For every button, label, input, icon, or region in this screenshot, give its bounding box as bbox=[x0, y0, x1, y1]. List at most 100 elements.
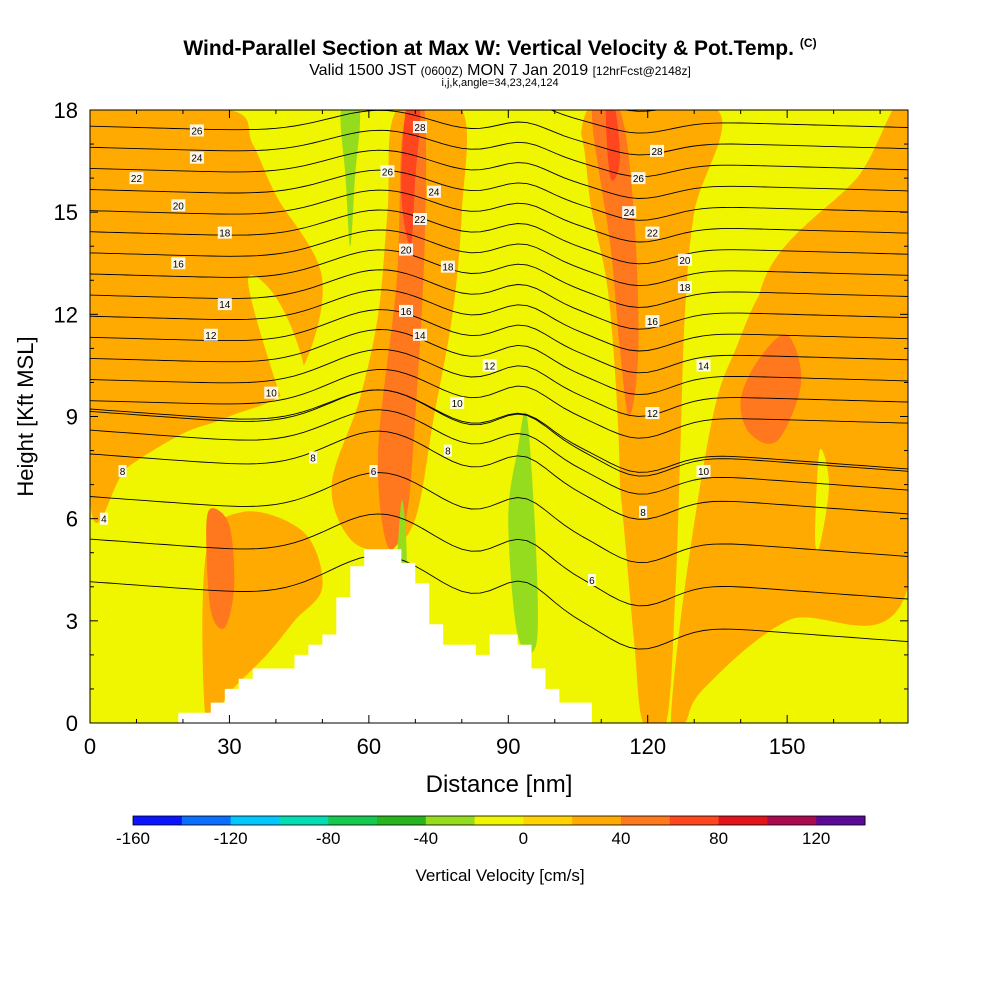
isentrope-label: 8 bbox=[310, 453, 316, 464]
isentrope-label: 8 bbox=[120, 467, 126, 478]
isentrope-label-bg bbox=[645, 407, 660, 420]
isentrope-line bbox=[90, 129, 908, 178]
valid-date: MON 7 Jan 2019 bbox=[467, 62, 589, 79]
isentrope-label: 18 bbox=[442, 263, 454, 274]
isentrope-label: 22 bbox=[647, 229, 659, 240]
isentrope-label: 10 bbox=[698, 467, 710, 478]
isentrope-line bbox=[90, 554, 908, 650]
isentrope-line bbox=[90, 389, 908, 477]
utc-time: (0600Z) bbox=[420, 64, 463, 78]
isentrope-label: 12 bbox=[484, 361, 496, 372]
isentrope-label: 18 bbox=[679, 283, 691, 294]
isentrope-label-bg bbox=[171, 199, 186, 212]
isentrope-line bbox=[90, 149, 908, 199]
forecast-info: [12hrFcst@2148z] bbox=[592, 64, 691, 78]
isentrope-label-bg bbox=[129, 172, 144, 185]
isentrope-label-bg bbox=[399, 243, 414, 256]
colorbar-swatch bbox=[328, 816, 378, 825]
colorbar-swatch bbox=[669, 816, 720, 825]
isentrope-label-bg bbox=[217, 298, 232, 311]
isentrope-label: 24 bbox=[624, 208, 636, 219]
isentrope-label-bg bbox=[412, 121, 427, 134]
isentrope-line bbox=[90, 329, 908, 396]
colorbar-swatch bbox=[279, 816, 329, 825]
isentrope-label-bg bbox=[412, 212, 427, 225]
colorbar-swatch bbox=[718, 816, 768, 825]
isentrope-label-bg bbox=[399, 304, 414, 317]
y-tick-label: 12 bbox=[54, 302, 78, 327]
isentrope-line bbox=[90, 31, 908, 68]
chart-subtitle: Valid 1500 JST (0600Z) MON 7 Jan 2019 [1… bbox=[0, 62, 1000, 80]
isentrope-line bbox=[90, 309, 908, 374]
isentrope-label-bg bbox=[482, 359, 497, 372]
y-tick-label: 0 bbox=[66, 711, 78, 736]
isentrope-label-bg bbox=[380, 165, 395, 178]
isentrope-label: 28 bbox=[651, 147, 663, 158]
isentrope-label: 28 bbox=[414, 123, 426, 134]
colorbar-tick-label: 80 bbox=[709, 829, 728, 848]
isentrope-line bbox=[90, 513, 908, 607]
isentrope-label-bg bbox=[639, 505, 648, 518]
isentrope-label: 26 bbox=[382, 167, 394, 178]
isentrope-label: 14 bbox=[414, 331, 426, 342]
colorbar-swatch bbox=[133, 816, 183, 825]
isentrope-line bbox=[90, 249, 908, 308]
x-tick-label: 0 bbox=[84, 734, 96, 759]
isentrope-line bbox=[90, 472, 908, 564]
isentrope-label: 12 bbox=[205, 331, 217, 342]
colorbar-tick-label: -80 bbox=[316, 829, 341, 848]
isentrope-label: 20 bbox=[173, 201, 185, 212]
isentrope-label-bg bbox=[99, 512, 108, 525]
isentrope-label: 26 bbox=[191, 126, 203, 137]
plot-area: 26 24 22 20 18 16 14 12 10 8 8 6 4 28 26 24 22 20 18 16 14 12… bbox=[90, 11, 908, 723]
isentrope-line bbox=[623, 110, 660, 112]
colorbar-tick-label: -40 bbox=[414, 829, 439, 848]
x-tick-label: 30 bbox=[217, 734, 241, 759]
valid-time: Valid 1500 JST bbox=[309, 62, 417, 79]
isentrope-label: 16 bbox=[173, 259, 185, 270]
velocity-region bbox=[401, 110, 421, 247]
colorbar-tick-label: 120 bbox=[802, 829, 830, 848]
colorbar-swatch bbox=[230, 816, 280, 825]
isentrope-label: 22 bbox=[414, 215, 426, 226]
isentrope-label: 20 bbox=[679, 256, 691, 267]
isentrope-label-bg bbox=[412, 328, 427, 341]
isentrope-label: 10 bbox=[452, 399, 464, 410]
colorbar-swatch bbox=[621, 816, 671, 825]
y-tick-label: 18 bbox=[54, 98, 78, 123]
isentrope-label-bg bbox=[440, 260, 455, 273]
isentrope-label: 8 bbox=[445, 447, 451, 458]
isentrope-line bbox=[90, 430, 908, 520]
colorbar-tick-label: -160 bbox=[116, 829, 150, 848]
isentrope-label-bg bbox=[309, 451, 318, 464]
colorbar-swatch bbox=[767, 816, 817, 825]
velocity-region bbox=[508, 411, 538, 654]
x-tick-label: 120 bbox=[629, 734, 666, 759]
isentrope-label: 24 bbox=[428, 188, 440, 199]
colorbar-swatch bbox=[181, 816, 232, 825]
isentrope-label: 8 bbox=[640, 508, 646, 519]
isentrope-line bbox=[90, 389, 908, 473]
isentrope-label-bg bbox=[118, 464, 127, 477]
isentrope-label: 20 bbox=[400, 246, 412, 257]
isentrope-line bbox=[90, 189, 908, 243]
colorbar-swatch bbox=[523, 816, 573, 825]
y-tick-label: 3 bbox=[66, 609, 78, 634]
isentrope-line bbox=[90, 51, 908, 90]
colorbar-swatch bbox=[816, 816, 866, 825]
velocity-region bbox=[748, 110, 908, 530]
isentrope-label: 10 bbox=[266, 389, 278, 400]
isentrope-label: 4 bbox=[101, 515, 107, 526]
isentrope-label: 14 bbox=[698, 361, 710, 372]
chart-title-text: Wind-Parallel Section at Max W: Vertical… bbox=[183, 37, 794, 60]
isentrope-label-bg bbox=[622, 206, 637, 219]
isentrope-line bbox=[90, 11, 908, 46]
colorbar-tick-label: 0 bbox=[519, 829, 528, 848]
y-tick-label: 6 bbox=[66, 507, 78, 532]
isentrope-line bbox=[90, 169, 908, 221]
isentrope-line bbox=[549, 110, 908, 134]
terrain bbox=[178, 549, 593, 723]
colorbar-tick-label: -120 bbox=[214, 829, 248, 848]
isentrope-label: 18 bbox=[219, 229, 231, 240]
